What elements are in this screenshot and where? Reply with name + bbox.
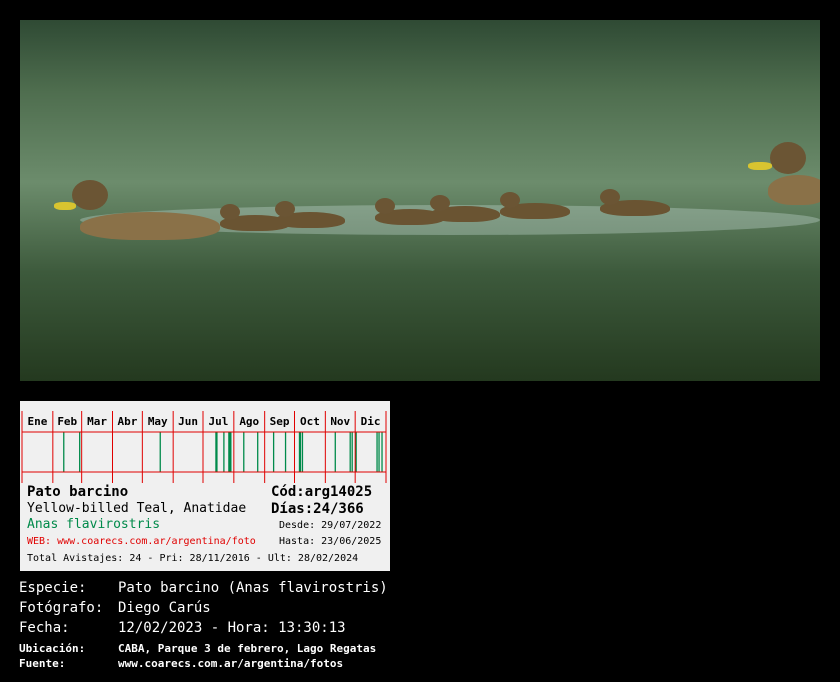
month-label: Mar [87,415,107,428]
adult-duck [768,175,820,205]
duckling-head [500,192,520,208]
label: Fuente: [19,657,66,670]
duckling [430,206,500,222]
duckling [220,215,290,231]
month-label: Oct [300,415,320,428]
value[interactable]: www.coarecs.com.ar/argentina/fotos [118,657,344,670]
duckling [275,212,345,228]
meta-fotografo: Fotógrafo: Diego Carús [19,600,211,616]
duckling-head [430,195,450,211]
hasta-date: Hasta: 23/06/2025 [279,536,382,547]
duck-head [72,180,108,210]
duck-bill [748,162,772,170]
totals-line: Total Avistajes: 24 - Pri: 28/11/2016 - … [27,553,359,564]
month-label: Feb [57,415,77,428]
duckling [375,209,445,225]
month-label: Nov [330,415,350,428]
species-code: Cód:arg14025 [271,484,373,500]
days-count: Días:24/366 [271,501,364,517]
meta-fecha: Fecha: 12/02/2023 - Hora: 13:30:13 [19,620,346,636]
month-label: Abr [117,415,137,428]
month-label: Jun [178,415,198,428]
value: Pato barcino (Anas flavirostris) [118,580,388,596]
duckling-head [375,198,395,214]
value: Diego Carús [118,600,211,616]
scientific-name: Anas flavirostris [27,517,161,532]
month-label: Ene [27,415,47,428]
meta-fuente: Fuente: www.coarecs.com.ar/argentina/foto… [19,657,343,670]
english-name-family: Yellow-billed Teal, Anatidae [27,501,247,516]
month-label: Dic [361,415,381,428]
value: CABA, Parque 3 de febrero, Lago Regatas [118,642,377,655]
duck-bill [54,202,76,210]
adult-duck [80,212,220,240]
web-link[interactable]: WEB: www.coarecs.com.ar/argentina/foto [27,536,256,547]
duckling [500,203,570,219]
duckling-head [220,204,240,220]
duck-head [770,142,806,174]
duckling-head [600,189,620,205]
sightings-calendar: Ene Feb Mar Abr May Jun Jul Ago Sep Oct Nov Dic [21,411,387,483]
label: Fotógrafo: [19,600,104,616]
month-label: Sep [270,415,290,428]
month-label: May [148,415,168,428]
desde-date: Desde: 29/07/2022 [279,520,382,531]
duckling-head [275,201,295,217]
meta-especie: Especie: Pato barcino (Anas flavirostris) [19,580,388,596]
species-card: Ene Feb Mar Abr May Jun Jul Ago Sep Oct Nov Dic Pat… [20,401,390,571]
label: Fecha: [19,620,70,636]
month-label: Jul [208,415,228,428]
meta-ubicacion: Ubicación: CABA, Parque 3 de febrero, Lag… [19,642,376,655]
bird-photo [20,20,820,381]
duckling [600,200,670,216]
month-label: Ago [239,415,259,428]
label: Ubicación: [19,642,86,655]
common-name: Pato barcino [27,484,129,500]
value: 12/02/2023 - Hora: 13:30:13 [118,620,346,636]
label: Especie: [19,580,87,596]
